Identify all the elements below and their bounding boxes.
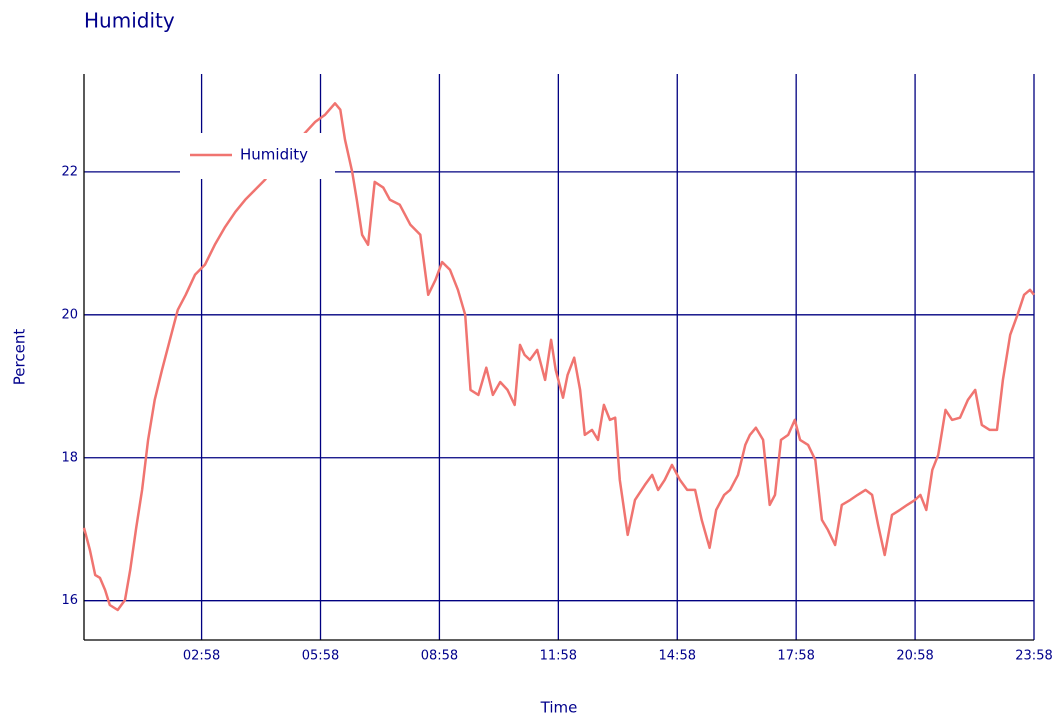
y-tick-label: 20	[61, 307, 78, 322]
legend-label: Humidity	[240, 146, 308, 164]
y-tick-label: 18	[61, 450, 78, 465]
y-tick-label: 22	[61, 164, 78, 179]
y-tick-label: 16	[61, 593, 78, 608]
x-tick-label: 08:58	[421, 649, 458, 664]
x-tick-label: 20:58	[896, 649, 933, 664]
x-tick-label: 11:58	[540, 649, 577, 664]
y-axis-title: Percent	[11, 329, 29, 386]
x-tick-label: 14:58	[659, 649, 696, 664]
chart-title: Humidity	[84, 9, 175, 33]
x-tick-label: 02:58	[183, 649, 220, 664]
x-tick-label: 17:58	[777, 649, 814, 664]
x-axis-title: Time	[540, 699, 578, 717]
line	[82, 102, 1035, 612]
x-tick-label: 05:58	[302, 649, 339, 664]
x-tick-label: 23:58	[1015, 649, 1052, 664]
